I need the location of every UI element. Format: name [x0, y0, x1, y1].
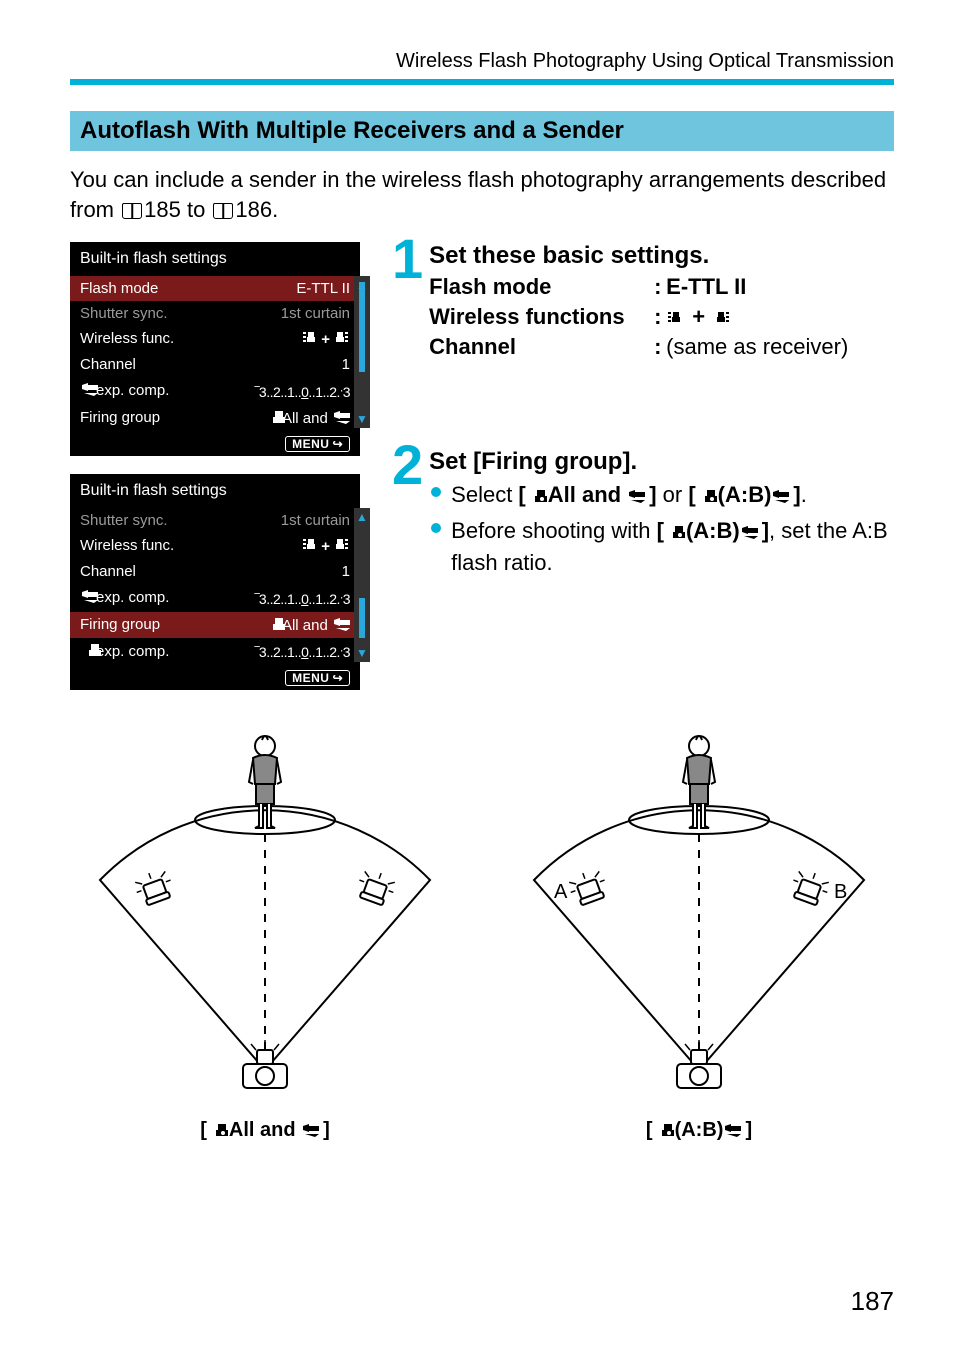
t: ]: [745, 1119, 752, 1141]
t: ]: [793, 482, 800, 507]
menu-button: MENU↩: [285, 670, 350, 686]
menu-row: Shutter sync.1st curtain: [70, 508, 360, 533]
bullet-1: Select [ All and ] or [ (A:B)].: [429, 480, 894, 512]
receiver-icon: [526, 482, 548, 512]
setting-value: : +: [654, 304, 894, 330]
step-number: 1: [392, 234, 423, 284]
t: (A:B): [718, 482, 772, 507]
scroll-thumb: [359, 282, 365, 372]
t: All and: [229, 1119, 301, 1141]
book-icon: [213, 203, 233, 219]
menu-row: exp. comp.‾3..2..1..0..1..2..3: [70, 377, 360, 405]
setting-value: :E-TTL II: [654, 274, 894, 300]
label-a: A: [554, 881, 568, 903]
book-icon: [122, 203, 142, 219]
sender-icon: [627, 482, 649, 512]
setting-value: :(same as receiver): [654, 334, 894, 360]
receiver-icon: [207, 1121, 229, 1144]
scroll-down-icon: ▼: [356, 410, 368, 428]
sender-icon: [723, 1121, 745, 1144]
t: [: [688, 482, 695, 507]
receiver-icon: [664, 518, 686, 548]
diagram-label: [ All and ]: [70, 1119, 460, 1144]
menu-row: exp. comp.‾3..2..1..0..1..2..3: [70, 638, 360, 666]
settings-list: Flash mode:E-TTL IIWireless functions: +…: [429, 274, 894, 360]
t: (A:B): [675, 1119, 724, 1141]
scroll-rail: ▲ ▼: [354, 508, 370, 662]
menu-row: Firing groupAll and: [70, 612, 360, 638]
intro-ref1: 185: [144, 197, 181, 222]
receiver-icon: [653, 1121, 675, 1144]
setting-label: Flash mode: [429, 274, 654, 300]
step-title: Set [Firing group].: [429, 448, 894, 476]
step-title: Set these basic settings.: [429, 242, 894, 270]
scroll-thumb: [359, 598, 365, 638]
t: [: [657, 518, 664, 543]
diagram-svg: [70, 710, 460, 1110]
scroll-rail: ▲ ▼: [354, 276, 370, 428]
step-1: 1 Set these basic settings. Flash mode:E…: [392, 242, 894, 360]
t: .: [801, 482, 807, 507]
menu-2: Built-in flash settings Shutter sync.1st…: [70, 474, 370, 690]
menu-1: Built-in flash settings Flash modeE-TTL …: [70, 242, 370, 456]
sender-icon: [740, 518, 762, 548]
menu-screenshots: Built-in flash settings Flash modeE-TTL …: [70, 242, 370, 690]
t: ]: [323, 1119, 330, 1141]
menu-row: Channel1: [70, 352, 360, 377]
t: Before shooting with: [451, 518, 656, 543]
intro-ref2: 186: [235, 197, 272, 222]
menu-row: exp. comp.‾3..2..1..0..1..2..3: [70, 584, 360, 612]
sender-icon: [301, 1121, 323, 1144]
menu-row: Flash modeE-TTL II: [70, 276, 360, 301]
menu-title: Built-in flash settings: [70, 482, 360, 508]
menu-title: Built-in flash settings: [70, 250, 360, 276]
step-2: 2 Set [Firing group]. Select [All and ] …: [392, 448, 894, 581]
menu-row: Wireless func.+: [70, 326, 360, 352]
t: or: [657, 482, 689, 507]
menu-button-label: MENU: [292, 671, 329, 685]
diagram-svg: A B: [504, 710, 894, 1110]
menu-row: Shutter sync.1st curtain: [70, 301, 360, 326]
label-b: B: [834, 881, 847, 903]
setting-label: Channel: [429, 334, 654, 360]
step-number: 2: [392, 440, 423, 490]
intro-mid: to: [181, 197, 212, 222]
page-header: Wireless Flash Photography Using Optical…: [70, 50, 894, 73]
t: [: [646, 1119, 653, 1141]
receiver-icon: [696, 482, 718, 512]
section-title: Autoflash With Multiple Receivers and a …: [70, 111, 894, 151]
setting-label: Wireless functions: [429, 304, 654, 330]
t: [: [518, 482, 525, 507]
header-divider: [70, 79, 894, 85]
diagram-ab: A B [ (A:B)]: [504, 710, 894, 1144]
menu-row: Firing groupAll and: [70, 405, 360, 431]
bullet-2: Before shooting with [(A:B)], set the A:…: [429, 516, 894, 577]
page-number: 187: [851, 1286, 894, 1317]
menu-row: Channel1: [70, 559, 360, 584]
scroll-down-icon: ▼: [356, 644, 368, 662]
menu-button-label: MENU: [292, 437, 329, 451]
sender-icon: [771, 482, 793, 512]
t: (A:B): [686, 518, 740, 543]
diagram-all: [ All and ]: [70, 710, 460, 1144]
t: [: [200, 1119, 207, 1141]
t: ]: [649, 482, 656, 507]
t: Select: [451, 482, 518, 507]
intro-end: .: [272, 197, 278, 222]
intro-text: You can include a sender in the wireless…: [70, 165, 894, 224]
menu-row: Wireless func.+: [70, 533, 360, 559]
scroll-up-icon: ▲: [356, 508, 368, 526]
t: ]: [762, 518, 769, 543]
menu-button: MENU↩: [285, 436, 350, 452]
t: All and: [548, 482, 627, 507]
diagram-label: [ (A:B)]: [504, 1119, 894, 1144]
